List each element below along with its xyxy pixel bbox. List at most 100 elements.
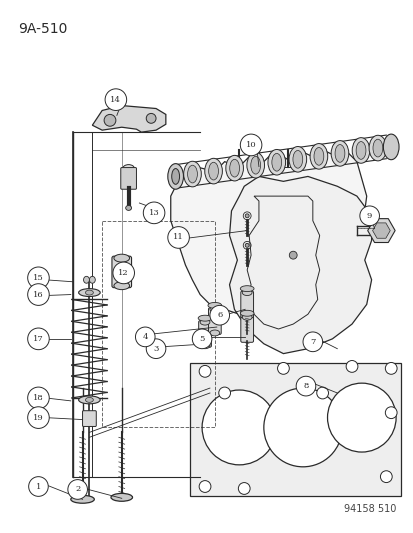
Circle shape xyxy=(295,376,315,396)
Circle shape xyxy=(146,114,156,123)
Ellipse shape xyxy=(71,495,94,503)
FancyBboxPatch shape xyxy=(240,291,253,318)
Ellipse shape xyxy=(330,141,348,166)
Ellipse shape xyxy=(382,134,398,160)
Ellipse shape xyxy=(246,152,264,178)
Ellipse shape xyxy=(187,165,197,183)
Ellipse shape xyxy=(242,314,252,320)
Ellipse shape xyxy=(355,142,365,159)
Ellipse shape xyxy=(207,302,221,308)
Ellipse shape xyxy=(111,494,132,501)
Polygon shape xyxy=(367,219,394,243)
Circle shape xyxy=(146,339,166,359)
Circle shape xyxy=(167,227,189,248)
Polygon shape xyxy=(372,223,389,238)
Ellipse shape xyxy=(114,282,129,289)
Text: 9A-510: 9A-510 xyxy=(18,22,67,36)
Text: 18: 18 xyxy=(33,394,44,402)
Ellipse shape xyxy=(309,143,327,169)
Ellipse shape xyxy=(122,165,134,173)
Ellipse shape xyxy=(209,330,219,336)
Ellipse shape xyxy=(114,254,129,262)
Circle shape xyxy=(28,267,49,289)
Circle shape xyxy=(316,387,328,399)
Text: 6: 6 xyxy=(216,311,222,319)
Ellipse shape xyxy=(267,149,285,175)
Polygon shape xyxy=(229,176,371,353)
Ellipse shape xyxy=(242,289,252,295)
Ellipse shape xyxy=(89,276,95,283)
Bar xyxy=(102,221,214,427)
Ellipse shape xyxy=(271,154,281,171)
Ellipse shape xyxy=(183,161,201,187)
Text: 13: 13 xyxy=(148,209,159,217)
Ellipse shape xyxy=(292,150,302,168)
Circle shape xyxy=(68,480,87,499)
Ellipse shape xyxy=(208,162,218,180)
Text: 7: 7 xyxy=(309,338,315,346)
Circle shape xyxy=(192,329,211,349)
Ellipse shape xyxy=(250,156,260,174)
Polygon shape xyxy=(170,150,366,319)
Circle shape xyxy=(143,202,164,224)
Circle shape xyxy=(209,305,229,325)
Ellipse shape xyxy=(171,168,179,184)
Ellipse shape xyxy=(209,306,219,312)
Text: 2: 2 xyxy=(75,486,80,494)
Text: 8: 8 xyxy=(303,382,308,390)
Text: 94158 510: 94158 510 xyxy=(343,504,395,514)
Text: 3: 3 xyxy=(153,345,158,353)
Ellipse shape xyxy=(85,398,93,402)
Circle shape xyxy=(202,390,276,465)
Circle shape xyxy=(105,89,126,110)
Ellipse shape xyxy=(204,158,222,184)
Ellipse shape xyxy=(83,276,89,283)
FancyBboxPatch shape xyxy=(198,321,211,347)
Ellipse shape xyxy=(78,289,100,296)
Ellipse shape xyxy=(288,147,306,172)
Ellipse shape xyxy=(372,139,382,157)
Circle shape xyxy=(277,362,289,374)
Text: 1: 1 xyxy=(36,482,41,490)
Ellipse shape xyxy=(313,148,323,165)
FancyBboxPatch shape xyxy=(240,316,253,342)
Circle shape xyxy=(240,134,261,156)
Text: 9: 9 xyxy=(366,212,371,220)
Ellipse shape xyxy=(85,290,93,295)
Text: 15: 15 xyxy=(33,274,44,282)
Circle shape xyxy=(199,481,210,492)
Text: 11: 11 xyxy=(173,233,183,241)
Circle shape xyxy=(263,388,342,467)
Circle shape xyxy=(28,477,48,496)
Circle shape xyxy=(28,284,49,305)
Circle shape xyxy=(380,471,391,482)
Text: 19: 19 xyxy=(33,414,44,422)
Ellipse shape xyxy=(240,310,254,316)
Circle shape xyxy=(327,383,395,452)
Text: 16: 16 xyxy=(33,290,44,298)
Circle shape xyxy=(104,115,116,126)
Ellipse shape xyxy=(334,144,344,162)
FancyBboxPatch shape xyxy=(112,256,131,288)
Circle shape xyxy=(135,327,155,347)
FancyBboxPatch shape xyxy=(121,167,136,189)
FancyBboxPatch shape xyxy=(208,308,221,334)
Ellipse shape xyxy=(78,396,100,404)
FancyBboxPatch shape xyxy=(82,411,96,426)
Ellipse shape xyxy=(167,164,183,189)
Circle shape xyxy=(113,262,134,284)
Ellipse shape xyxy=(126,205,131,211)
Circle shape xyxy=(289,251,297,259)
Circle shape xyxy=(28,387,49,409)
Ellipse shape xyxy=(198,315,211,321)
Text: 5: 5 xyxy=(199,335,204,343)
Text: 14: 14 xyxy=(110,95,121,103)
Circle shape xyxy=(345,360,357,373)
Ellipse shape xyxy=(351,138,369,163)
Polygon shape xyxy=(92,106,166,132)
Text: 12: 12 xyxy=(118,269,129,277)
Text: 4: 4 xyxy=(142,333,148,341)
Ellipse shape xyxy=(225,155,243,181)
Circle shape xyxy=(359,206,379,225)
Circle shape xyxy=(385,407,396,418)
